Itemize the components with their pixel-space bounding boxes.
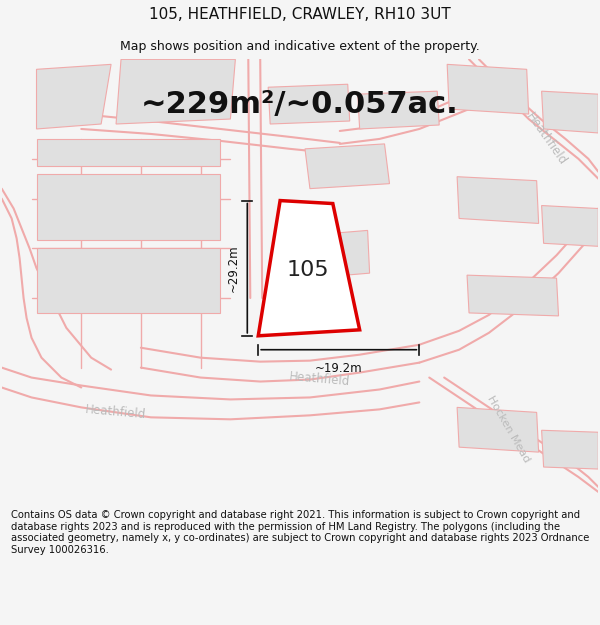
Polygon shape (542, 430, 598, 469)
Polygon shape (457, 177, 539, 223)
Text: ~29.2m: ~29.2m (226, 244, 239, 292)
Polygon shape (268, 84, 350, 124)
Polygon shape (37, 248, 220, 313)
Polygon shape (542, 206, 598, 246)
Text: Hocken Mead: Hocken Mead (485, 394, 532, 464)
Text: Heathfield: Heathfield (524, 110, 569, 168)
Polygon shape (358, 91, 439, 129)
Polygon shape (37, 64, 111, 129)
Text: ~19.2m: ~19.2m (315, 362, 362, 374)
Polygon shape (308, 231, 370, 278)
Polygon shape (37, 139, 220, 166)
Polygon shape (37, 174, 220, 241)
Polygon shape (542, 91, 598, 133)
Polygon shape (258, 201, 359, 336)
Polygon shape (447, 64, 529, 114)
Polygon shape (467, 275, 559, 316)
Polygon shape (457, 408, 539, 452)
Text: Heathfield: Heathfield (85, 403, 147, 421)
Text: Map shows position and indicative extent of the property.: Map shows position and indicative extent… (120, 40, 480, 52)
Text: 105: 105 (287, 260, 329, 280)
Text: Heathfield: Heathfield (289, 371, 351, 389)
Polygon shape (116, 59, 235, 124)
Polygon shape (305, 144, 389, 189)
Text: 105, HEATHFIELD, CRAWLEY, RH10 3UT: 105, HEATHFIELD, CRAWLEY, RH10 3UT (149, 8, 451, 22)
Text: ~229m²/~0.057ac.: ~229m²/~0.057ac. (141, 89, 459, 119)
Text: Contains OS data © Crown copyright and database right 2021. This information is : Contains OS data © Crown copyright and d… (11, 510, 589, 555)
